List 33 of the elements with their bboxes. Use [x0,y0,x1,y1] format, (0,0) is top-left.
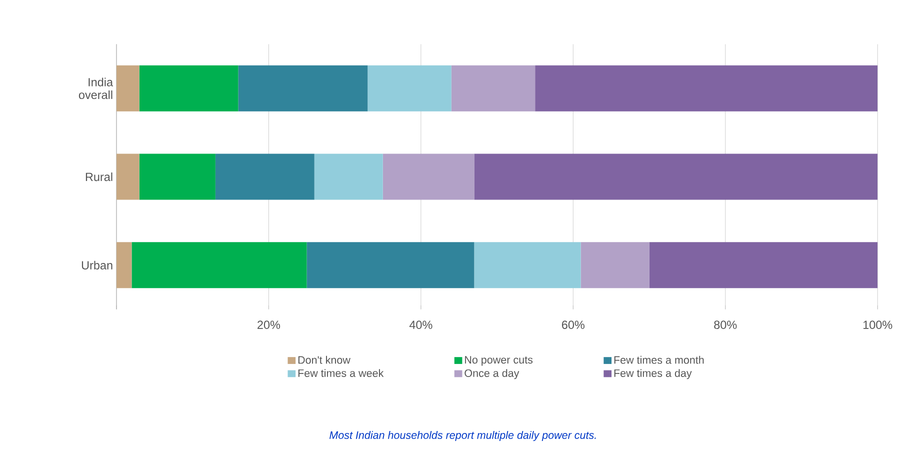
x-tick-label: 100% [863,320,892,330]
x-tick-label: 80% [714,320,737,330]
bar [451,66,536,112]
x-tick-label: 20% [258,320,280,330]
x-tick-label: 60% [562,320,584,330]
y-tick-label: Urban [82,261,112,270]
bar [580,242,650,288]
bar [474,154,878,200]
bar [116,154,140,200]
bar [474,242,581,288]
bar [535,66,878,112]
bar [139,66,238,112]
legend-label: Once a day [464,369,520,380]
bar [382,154,474,200]
bar [306,242,474,288]
bar [238,66,368,112]
bar [116,242,132,288]
bar [215,154,314,200]
bar [132,242,307,288]
bar [368,66,452,112]
text: Most Indian households report multiple daily power cuts. [329,431,596,442]
bar [139,154,216,200]
y-tick-label: Rural [86,172,112,182]
bar [649,242,878,288]
legend-label: Few times a month [614,356,704,364]
bar [314,154,383,200]
y-tick-label: India overall [78,78,114,100]
legend-label: Don't know [298,356,350,364]
legend-label: Few times a day [614,369,692,380]
x-tick-label: 40% [409,320,432,330]
legend-label: No power cuts [465,356,533,366]
bar [116,66,140,112]
legend-label: Few times a week [298,369,384,378]
